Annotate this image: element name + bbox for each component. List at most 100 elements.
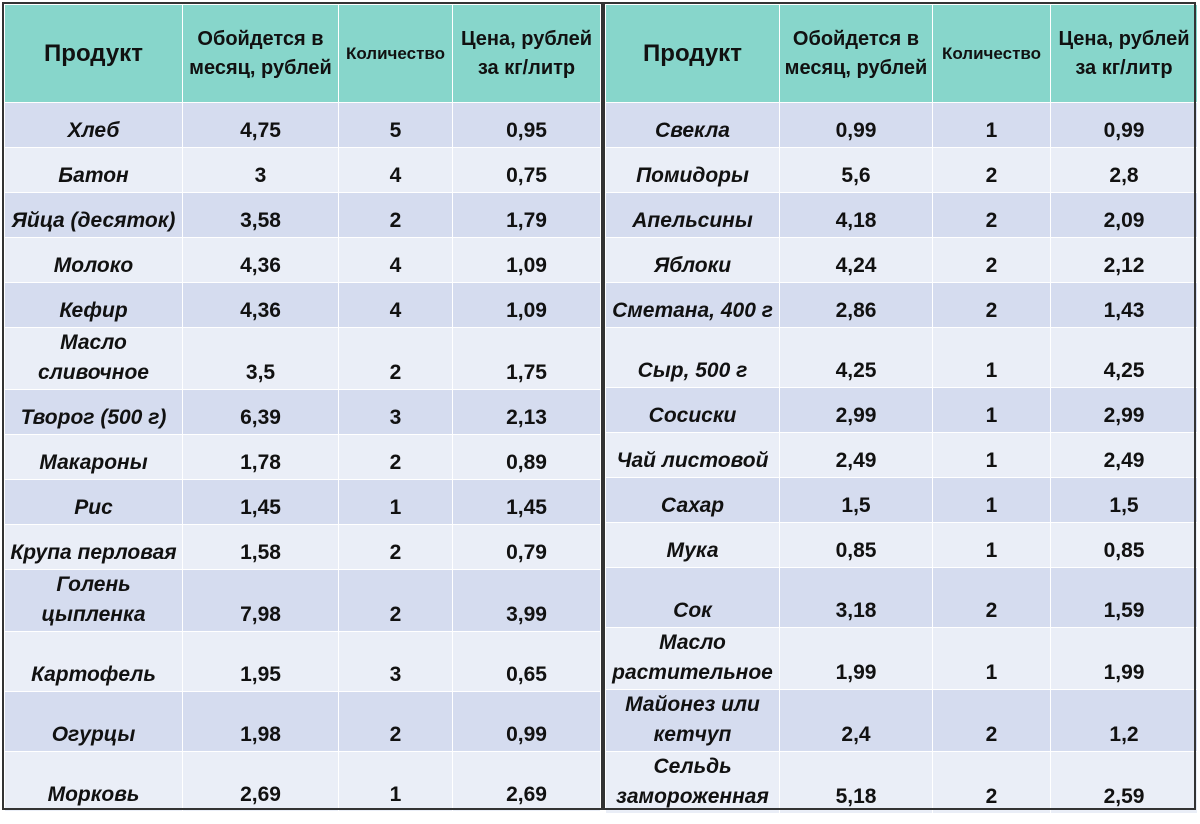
monthly-cost: 1,78	[182, 434, 339, 480]
quantity: 2	[932, 689, 1051, 752]
monthly-cost: 1,58	[182, 524, 339, 570]
monthly-cost: 6,39	[182, 389, 339, 435]
quantity: 2	[338, 524, 453, 570]
product-name: Кефир	[4, 282, 183, 328]
table-row: Масло сливочное 3,5 2 1,75	[4, 327, 601, 390]
monthly-cost: 1,95	[182, 631, 339, 692]
table-row: Кефир 4,36 4 1,09	[4, 282, 601, 328]
quantity: 2	[932, 751, 1051, 814]
table-row: Огурцы 1,98 2 0,99	[4, 691, 601, 752]
monthly-cost: 0,99	[779, 102, 933, 148]
unit-price: 2,09	[1050, 192, 1198, 238]
monthly-cost: 4,25	[779, 327, 933, 388]
monthly-cost: 1,5	[779, 477, 933, 523]
product-name: Чай листовой	[605, 432, 780, 478]
quantity: 4	[338, 282, 453, 328]
monthly-cost: 4,36	[182, 237, 339, 283]
table-row: Масло растительное 1,99 1 1,99	[605, 627, 1198, 690]
quantity: 2	[338, 192, 453, 238]
table-row: Морковь 2,69 1 2,69	[4, 751, 601, 812]
product-name: Творог (500 г)	[4, 389, 183, 435]
unit-price: 4,25	[1050, 327, 1198, 388]
product-name: Голень цыпленка	[4, 569, 183, 632]
quantity: 3	[338, 631, 453, 692]
table-row: Молоко 4,36 4 1,09	[4, 237, 601, 283]
unit-price: 2,69	[452, 751, 601, 812]
product-name: Майонез или кетчуп	[605, 689, 780, 752]
table-row: Рис 1,45 1 1,45	[4, 479, 601, 525]
table-row: Сельдь замороженная 5,18 2 2,59	[605, 751, 1198, 814]
quantity: 2	[932, 567, 1051, 628]
monthly-cost: 2,49	[779, 432, 933, 478]
product-name: Свекла	[605, 102, 780, 148]
product-name: Батон	[4, 147, 183, 193]
table-row: Хлеб 4,75 5 0,95	[4, 102, 601, 148]
monthly-cost: 1,45	[182, 479, 339, 525]
monthly-cost: 4,18	[779, 192, 933, 238]
unit-price: 0,99	[452, 691, 601, 752]
unit-price: 2,8	[1050, 147, 1198, 193]
header-price-per-unit: Цена, рублей за кг/литр	[1050, 4, 1198, 103]
quantity: 1	[932, 387, 1051, 433]
product-name: Крупа перловая	[4, 524, 183, 570]
quantity: 3	[338, 389, 453, 435]
quantity: 2	[932, 147, 1051, 193]
monthly-cost: 3,18	[779, 567, 933, 628]
header-row: Продукт Обойдется в месяц, рублей Количе…	[605, 4, 1198, 103]
unit-price: 2,99	[1050, 387, 1198, 433]
unit-price: 0,85	[1050, 522, 1198, 568]
unit-price: 1,2	[1050, 689, 1198, 752]
quantity: 2	[932, 192, 1051, 238]
quantity: 1	[338, 751, 453, 812]
product-name: Огурцы	[4, 691, 183, 752]
quantity: 1	[932, 432, 1051, 478]
unit-price: 1,45	[452, 479, 601, 525]
unit-price: 1,09	[452, 282, 601, 328]
table-row: Сыр, 500 г 4,25 1 4,25	[605, 327, 1198, 388]
product-name: Молоко	[4, 237, 183, 283]
quantity: 1	[932, 102, 1051, 148]
product-name: Масло сливочное	[4, 327, 183, 390]
product-name: Сметана, 400 г	[605, 282, 780, 328]
table-row: Помидоры 5,6 2 2,8	[605, 147, 1198, 193]
quantity: 2	[338, 327, 453, 390]
monthly-cost: 3,58	[182, 192, 339, 238]
quantity: 1	[932, 327, 1051, 388]
header-quantity: Количество	[932, 4, 1051, 103]
unit-price: 1,99	[1050, 627, 1198, 690]
product-name: Яйца (десяток)	[4, 192, 183, 238]
product-name: Сахар	[605, 477, 780, 523]
unit-price: 1,59	[1050, 567, 1198, 628]
header-product: Продукт	[4, 4, 183, 103]
unit-price: 1,79	[452, 192, 601, 238]
table-row: Крупа перловая 1,58 2 0,79	[4, 524, 601, 570]
grocery-table-left: Продукт Обойдется в месяц, рублей Количе…	[4, 4, 601, 812]
product-name: Сыр, 500 г	[605, 327, 780, 388]
table-row: Майонез или кетчуп 2,4 2 1,2	[605, 689, 1198, 752]
table-row: Картофель 1,95 3 0,65	[4, 631, 601, 692]
monthly-cost: 3	[182, 147, 339, 193]
unit-price: 2,13	[452, 389, 601, 435]
monthly-cost: 1,99	[779, 627, 933, 690]
monthly-cost: 2,86	[779, 282, 933, 328]
monthly-cost: 1,98	[182, 691, 339, 752]
monthly-cost: 4,36	[182, 282, 339, 328]
product-name: Макароны	[4, 434, 183, 480]
unit-price: 1,09	[452, 237, 601, 283]
header-row: Продукт Обойдется в месяц, рублей Количе…	[4, 4, 601, 103]
unit-price: 0,99	[1050, 102, 1198, 148]
product-name: Рис	[4, 479, 183, 525]
quantity: 1	[338, 479, 453, 525]
table-row: Сосиски 2,99 1 2,99	[605, 387, 1198, 433]
unit-price: 2,12	[1050, 237, 1198, 283]
price-tables: Продукт Обойдется в месяц, рублей Количе…	[4, 4, 1198, 814]
product-name: Мука	[605, 522, 780, 568]
unit-price: 0,89	[452, 434, 601, 480]
product-name: Яблоки	[605, 237, 780, 283]
quantity: 2	[338, 569, 453, 632]
grocery-table-right: Продукт Обойдется в месяц, рублей Количе…	[605, 4, 1198, 814]
table-row: Апельсины 4,18 2 2,09	[605, 192, 1198, 238]
monthly-cost: 7,98	[182, 569, 339, 632]
product-name: Апельсины	[605, 192, 780, 238]
quantity: 2	[338, 434, 453, 480]
